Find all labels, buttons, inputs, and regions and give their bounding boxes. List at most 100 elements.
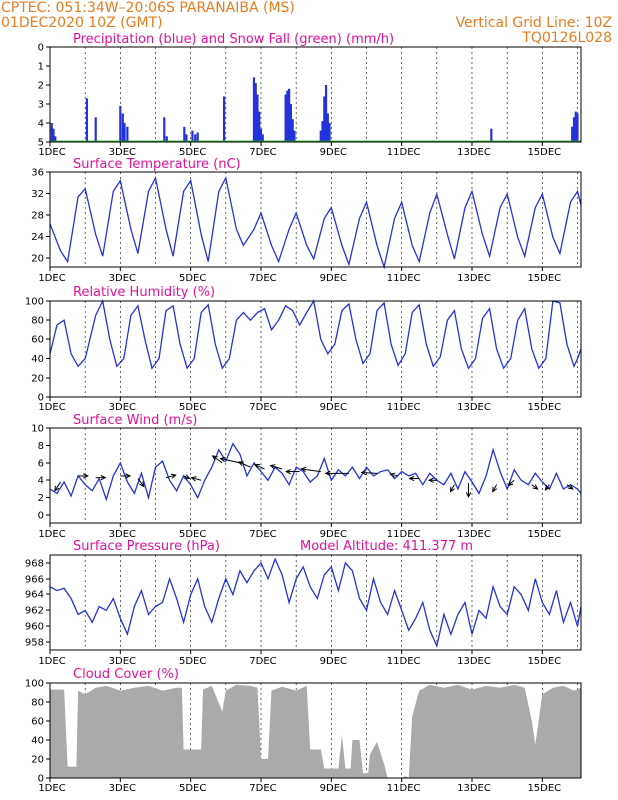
wind-arrow [78, 473, 89, 479]
y-tick-label: 960 [25, 622, 44, 633]
wind-arrow-head [300, 466, 307, 473]
precip-bar [52, 128, 55, 142]
precip-bar [259, 128, 263, 142]
precip-bar [326, 113, 329, 142]
y-tick-label: 964 [25, 590, 44, 601]
wind-arrow [465, 482, 472, 499]
wind-arrow-head [54, 485, 60, 492]
x-tick-label: 1DEC [38, 147, 65, 158]
wind-arrow [95, 475, 107, 481]
wind-arrow-shaft [254, 464, 265, 470]
panel-2: 20 24 28 32 36 1DEC 3DEC 5DEC 7DEC 9DEC 11DEC 13DEC… [31, 157, 582, 284]
y-tick-label: 60 [31, 335, 44, 346]
wind-arrow-shaft [508, 479, 515, 486]
header-grid-note: Vertical Grid Line: 10Z [456, 15, 612, 31]
x-tick-label: 7DEC [249, 402, 276, 413]
panel-title: Relative Humidity (%) [73, 285, 215, 300]
y-tick-label: 0 [38, 393, 44, 404]
wind-arrow-head [532, 484, 539, 490]
precip-bar [293, 130, 296, 142]
wind-arrow [120, 473, 132, 479]
wind-arrow-head [219, 456, 226, 463]
x-tick-label: 3DEC [109, 402, 136, 413]
y-tick-label: 0 [38, 774, 44, 785]
y-tick-label: 962 [25, 606, 44, 617]
x-tick-label: 15DEC [527, 529, 561, 540]
x-tick-label: 1DEC [38, 273, 65, 284]
x-tick-label: 13DEC [457, 402, 491, 413]
y-tick-label: 24 [31, 232, 44, 243]
x-tick-label: 13DEC [457, 147, 491, 158]
x-tick-label: 5DEC [179, 656, 206, 667]
precip-bar [490, 128, 493, 142]
panel-title: Surface Pressure (hPa) [73, 539, 220, 554]
wind-arrow-shaft [137, 478, 145, 487]
x-tick-label: 1DEC [38, 529, 65, 540]
precip-bar [319, 130, 322, 142]
wind-arrow [211, 455, 223, 464]
precip-bar [252, 77, 256, 142]
y-tick-label: 8 [38, 441, 44, 452]
wind-arrow [219, 456, 241, 464]
wind-arrow-shaft [54, 481, 61, 492]
precip-bar [183, 126, 186, 142]
x-tick-label: 3DEC [109, 273, 136, 284]
wind-arrow [54, 481, 61, 492]
x-tick-label: 5DEC [179, 273, 206, 284]
wind-arrow-head [324, 470, 331, 476]
x-tick-label: 9DEC [320, 529, 347, 540]
series-line [49, 298, 582, 370]
x-tick-label: 11DEC [387, 273, 421, 284]
y-tick-label: 80 [31, 316, 44, 327]
y-tick-label: 36 [31, 168, 44, 179]
y-tick-label: 958 [25, 638, 44, 649]
y-tick-label: 2 [38, 493, 44, 504]
wind-arrow-head [284, 468, 291, 475]
precip-bar [194, 134, 197, 142]
y-tick-label: 5 [38, 138, 44, 149]
header-run-time: 01DEC2020 10Z (GMT) [1, 15, 163, 31]
wind-arrow-shaft [450, 484, 455, 492]
precip-bar [94, 117, 97, 142]
x-tick-label: 1DEC [38, 656, 65, 667]
wind-arrow-head [492, 486, 498, 493]
wind-arrow [183, 474, 191, 480]
x-tick-label: 9DEC [320, 402, 347, 413]
wind-arrow-head [507, 480, 514, 487]
precip-bar [288, 88, 291, 142]
cloud-cover-area [50, 684, 581, 778]
x-tick-label: 7DEC [249, 783, 276, 794]
wind-arrow-head [237, 461, 244, 467]
wind-arrow-head [253, 463, 260, 469]
wind-arrow-head [389, 472, 396, 478]
series-line [49, 175, 582, 270]
panel-frame [49, 171, 582, 268]
x-tick-label: 5DEC [179, 402, 206, 413]
precip-bar [163, 117, 166, 142]
y-tick-label: 10 [31, 424, 44, 435]
x-tick-label: 15DEC [527, 273, 561, 284]
x-tick-label: 7DEC [249, 273, 276, 284]
precip-bar [328, 123, 331, 142]
y-tick-label: 0 [38, 511, 44, 522]
wind-arrow-head [408, 475, 415, 482]
y-tick-label: 60 [31, 717, 44, 728]
x-tick-label: 13DEC [457, 529, 491, 540]
y-tick-label: 966 [25, 575, 44, 586]
wind-arrow-shaft [165, 474, 176, 479]
x-tick-label: 13DEC [457, 656, 491, 667]
wind-arrow-head [139, 481, 145, 488]
x-tick-label: 9DEC [320, 273, 347, 284]
wind-arrow-head [360, 470, 367, 476]
x-tick-label: 3DEC [109, 783, 136, 794]
x-tick-label: 9DEC [320, 656, 347, 667]
precip-bar [196, 132, 199, 142]
precip-bar [323, 96, 326, 142]
wind-arrow-head [190, 476, 197, 482]
wind-arrow-shaft [220, 458, 241, 464]
precip-bar [191, 130, 194, 142]
series-line [49, 442, 582, 502]
wind-arrow-shaft [301, 468, 321, 473]
precip-bar [254, 83, 257, 142]
